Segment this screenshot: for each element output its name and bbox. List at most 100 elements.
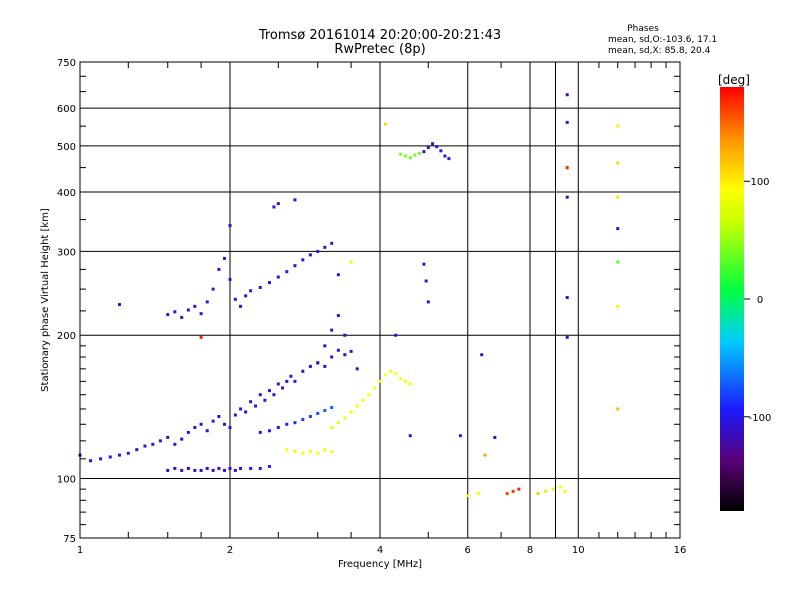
- data-point: [249, 289, 253, 293]
- data-point: [117, 303, 121, 307]
- chart-title: Tromsø 20161014 20:20:00-20:21:43: [258, 28, 501, 43]
- x-tick-label: 6: [465, 545, 471, 556]
- data-point: [330, 241, 334, 245]
- colorbar: [720, 87, 744, 511]
- data-point: [493, 435, 497, 439]
- x-tick-label: 2: [227, 545, 233, 556]
- data-point: [281, 386, 285, 390]
- data-point: [330, 355, 334, 359]
- data-point: [483, 453, 487, 457]
- data-point: [426, 300, 430, 304]
- data-point: [408, 382, 412, 386]
- data-point: [228, 277, 232, 281]
- data-point: [267, 429, 271, 433]
- y-tick-label: 200: [57, 331, 76, 342]
- data-point: [205, 429, 209, 433]
- chart-subtitle: RwPretec (8p): [334, 42, 425, 57]
- data-point: [173, 466, 177, 470]
- data-point: [408, 434, 412, 438]
- data-point: [199, 312, 203, 316]
- data-point: [466, 494, 470, 498]
- data-point: [228, 466, 232, 470]
- data-point: [228, 425, 232, 429]
- data-point: [330, 449, 334, 453]
- data-point: [285, 422, 289, 426]
- data-point: [330, 425, 334, 429]
- data-point: [480, 353, 484, 357]
- data-point: [249, 466, 253, 470]
- phases-o-stats: mean, sd,O:-103.6, 17.1: [608, 35, 717, 45]
- data-point: [223, 468, 227, 472]
- data-point: [186, 466, 190, 470]
- data-point: [565, 296, 569, 300]
- data-point: [233, 413, 237, 417]
- x-tick-label: 4: [377, 545, 383, 556]
- data-point: [193, 304, 197, 308]
- data-point: [99, 457, 103, 461]
- data-point: [323, 448, 327, 452]
- data-point: [565, 93, 569, 97]
- data-point: [565, 335, 569, 339]
- data-point: [558, 485, 562, 489]
- data-point: [476, 492, 480, 496]
- data-point: [323, 245, 327, 249]
- data-point: [511, 489, 515, 493]
- data-point: [565, 195, 569, 199]
- y-tick-label: 100: [57, 475, 76, 486]
- data-point: [205, 300, 209, 304]
- data-point: [308, 364, 312, 368]
- data-point: [276, 382, 280, 386]
- data-point: [349, 410, 353, 414]
- y-tick-label: 400: [57, 188, 76, 199]
- data-point: [336, 273, 340, 277]
- data-point: [336, 314, 340, 318]
- data-point: [285, 270, 289, 274]
- data-point: [199, 422, 203, 426]
- data-point: [373, 386, 377, 390]
- data-point: [383, 373, 387, 377]
- data-point: [616, 161, 620, 165]
- plot-frame: [79, 61, 681, 539]
- data-point: [211, 287, 215, 291]
- data-point: [616, 124, 620, 128]
- data-point: [447, 157, 451, 161]
- x-tick-label: 16: [674, 545, 687, 556]
- y-tick-label: 750: [57, 58, 76, 69]
- data-point: [301, 258, 305, 262]
- data-point: [233, 468, 237, 472]
- data-point: [343, 353, 347, 357]
- data-point: [272, 393, 276, 397]
- data-point: [443, 154, 447, 158]
- data-point: [343, 416, 347, 420]
- data-point: [285, 379, 289, 383]
- data-point: [316, 411, 320, 415]
- data-point: [276, 202, 280, 206]
- y-tick-label: 500: [57, 142, 76, 153]
- data-point: [223, 256, 227, 260]
- y-axis-label: Stationary phase Virtual Height [km]: [40, 208, 51, 392]
- data-point: [355, 404, 359, 408]
- data-point: [422, 262, 426, 266]
- data-point: [173, 442, 177, 446]
- data-point: [199, 468, 203, 472]
- data-point: [330, 328, 334, 332]
- data-point: [166, 435, 170, 439]
- data-point: [276, 275, 280, 279]
- data-point: [211, 419, 215, 423]
- data-point: [239, 466, 243, 470]
- data-point: [117, 453, 121, 457]
- data-point: [403, 379, 407, 383]
- data-point: [239, 304, 243, 308]
- data-point: [135, 448, 139, 452]
- data-point: [173, 310, 177, 314]
- data-point: [301, 451, 305, 455]
- data-point: [267, 281, 271, 285]
- data-point: [349, 260, 353, 264]
- data-point: [616, 304, 620, 308]
- data-point: [126, 451, 130, 455]
- data-point: [244, 294, 248, 298]
- data-point: [301, 369, 305, 373]
- data-point: [424, 279, 428, 283]
